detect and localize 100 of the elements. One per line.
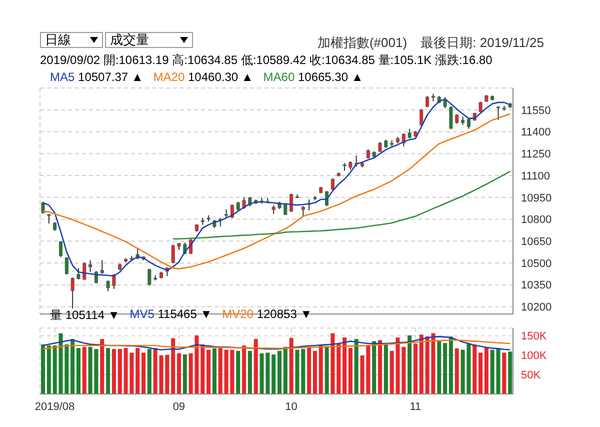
x-tick-label: 11 (410, 400, 422, 413)
bar (508, 352, 512, 394)
bar (448, 336, 453, 394)
bar (136, 348, 140, 394)
candlestick (366, 149, 370, 160)
text: MV20 (222, 307, 254, 321)
bar (278, 350, 282, 394)
bar (272, 354, 276, 394)
y-tick-label: 11550 (521, 104, 551, 117)
candlestick (64, 256, 68, 276)
bar (236, 350, 240, 394)
candlestick (290, 193, 294, 212)
line-series (42, 336, 511, 350)
candlestick (47, 214, 51, 224)
y-tick-label: 10200 (521, 302, 552, 314)
candlestick (408, 128, 412, 139)
text: MA20 (153, 70, 185, 84)
candlestick (88, 260, 92, 273)
bar (413, 344, 418, 394)
y-tick-label: 50K (521, 369, 542, 382)
bar (348, 348, 352, 394)
candlestick (171, 244, 175, 264)
bar (289, 338, 294, 394)
bar (182, 354, 187, 394)
bar (496, 349, 500, 394)
chart-title: 加權指數(#001) (317, 35, 408, 50)
bar (312, 350, 317, 394)
bar (372, 341, 376, 394)
series-label: 量 (50, 308, 62, 322)
bar (248, 350, 252, 394)
y-tick-label: 10650 (521, 236, 552, 248)
x-tick-label: 2019/08 (34, 400, 75, 413)
bar (212, 348, 216, 394)
bar (408, 335, 412, 394)
bar (41, 344, 45, 394)
bar (454, 348, 459, 394)
bar (342, 338, 347, 394)
bar (330, 333, 335, 394)
bar (437, 341, 442, 394)
bar (254, 338, 258, 394)
bar (70, 338, 75, 394)
bar (443, 342, 448, 394)
bar (100, 338, 104, 394)
bar (142, 352, 146, 394)
candlestick (330, 178, 334, 191)
y-tick-label: 10500 (521, 258, 552, 270)
line-series (172, 170, 511, 240)
annotation: 115465 ▼ (158, 307, 212, 321)
text: 10460.30 ▲ (188, 70, 254, 84)
bar (378, 340, 382, 394)
bar (484, 347, 488, 394)
bar (200, 344, 205, 394)
candlestick (70, 277, 74, 309)
bar (206, 350, 211, 394)
bar (354, 338, 358, 394)
bar (106, 348, 110, 394)
candlestick (100, 260, 104, 274)
bar (384, 344, 388, 394)
candlestick (148, 268, 152, 286)
bar (218, 348, 222, 394)
bar (171, 338, 176, 394)
candlestick (106, 280, 110, 292)
bar (76, 348, 80, 394)
y-tick-label: 100K (521, 350, 548, 362)
candlestick (112, 274, 116, 290)
bar (478, 352, 483, 394)
candlestick (76, 268, 80, 280)
bar (301, 349, 306, 394)
bar (502, 352, 506, 394)
bar (153, 348, 158, 394)
bar (242, 345, 246, 394)
bar (419, 334, 424, 394)
y-tick-label: 150K (521, 330, 548, 343)
bar (390, 350, 394, 394)
text: MA5 (50, 70, 75, 84)
bar (490, 350, 494, 394)
candlestick (94, 270, 98, 284)
y-tick-label: 10350 (521, 280, 552, 292)
bar (295, 350, 300, 394)
bar (46, 345, 51, 394)
candlestick (420, 108, 424, 126)
x-tick-label: 09 (172, 400, 186, 413)
bar (176, 353, 181, 394)
bar (472, 344, 477, 394)
annotation: 105114 ▼ (65, 308, 120, 322)
y-tick-label: 10950 (521, 192, 552, 204)
bar (324, 346, 329, 394)
candlestick (301, 206, 305, 218)
annotation: 120853 ▼ (256, 307, 312, 321)
x-tick-label: 10 (285, 400, 298, 413)
y-tick-label: 10800 (521, 214, 552, 226)
bar (307, 346, 312, 394)
y-tick-label: 11250 (521, 148, 551, 161)
bar (118, 349, 122, 394)
candlestick (58, 240, 62, 258)
text: MA60 (263, 70, 295, 84)
y-tick-label: 11100 (521, 170, 550, 182)
text: 日線 (45, 31, 71, 49)
y-tick-label: 11400 (521, 126, 551, 139)
bar (112, 349, 116, 394)
